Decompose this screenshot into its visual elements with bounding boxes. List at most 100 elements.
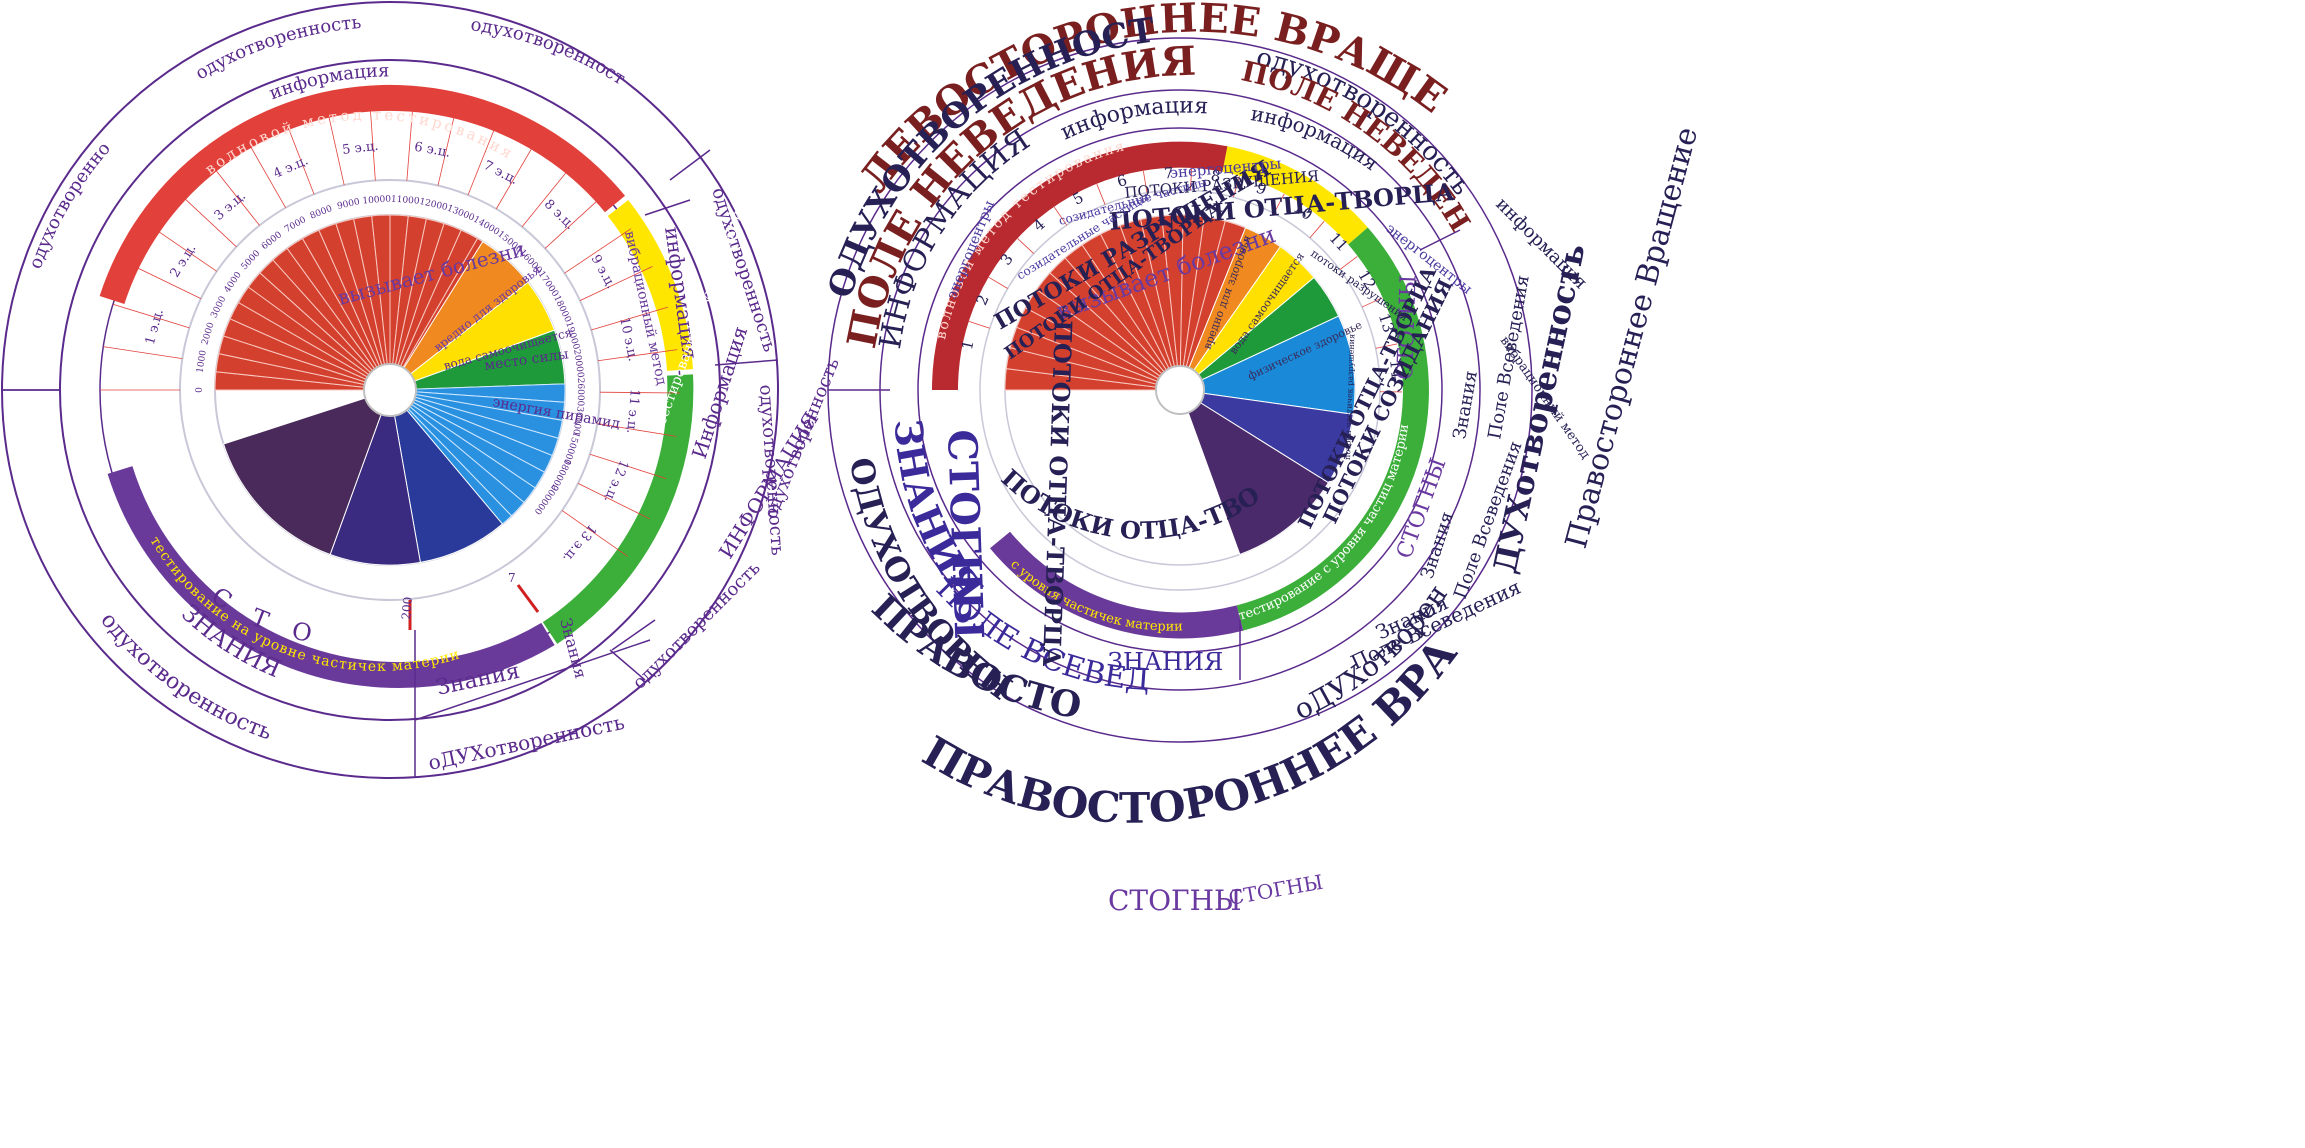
left-ring-tick	[369, 100, 376, 181]
left-energy-center-label: 9 э.ц.	[588, 252, 619, 291]
left-ring-tick	[128, 263, 202, 299]
right-number-label: 2	[972, 292, 992, 308]
right-knowledge-bottom: ЗНАНИЯ	[1108, 648, 1223, 676]
left-energy-center-label: 2 э.ц.	[168, 242, 200, 281]
left-scale-tick: 0	[195, 387, 205, 393]
left-ring-tick	[564, 228, 632, 274]
left-ring-tick	[467, 120, 499, 196]
left-ring-tick	[561, 510, 628, 557]
left-ring-tick	[577, 483, 650, 520]
left-red-marker-2	[516, 584, 540, 613]
left-energy-center-label: 13 э.ц.	[559, 521, 599, 565]
right-rotation-side: Правостороннее Вращение	[1559, 123, 1705, 552]
right-number-label: 8	[1210, 166, 1222, 185]
left-energy-center-label: 1 э.ц.	[143, 307, 167, 346]
left-pie	[214, 214, 566, 566]
left-scale-tick: 1000	[195, 349, 208, 373]
left-energy-center-label: 11 э.ц.	[623, 388, 642, 434]
left-ring-tick	[437, 107, 457, 186]
right-number-tick	[1190, 168, 1193, 191]
left-scale-tick: 7000	[283, 215, 308, 235]
right-number-label: 5	[1070, 188, 1087, 208]
left-energy-center-label: 6 э.ц.	[413, 140, 451, 161]
right-number-tick	[1233, 175, 1240, 198]
left-scale-tick: 20000	[571, 349, 585, 379]
right-ring-circle-2	[917, 127, 1443, 653]
left-purple-band	[107, 466, 555, 688]
left-ring-tick	[521, 164, 573, 228]
left-ring-tick	[150, 225, 217, 272]
right-stogny-big: СТОГНЫ	[938, 429, 992, 640]
right-number-label: 1	[958, 338, 978, 351]
left-slice-dark	[222, 389, 391, 556]
left-yellow-band	[607, 199, 693, 371]
right-number-label: 3	[997, 250, 1017, 268]
right-particle-flows: потоки частичек разрушения	[1343, 334, 1356, 460]
right-number-label: 7	[1163, 164, 1173, 182]
left-ring-tick	[544, 194, 605, 249]
left-scale-marker: 200	[399, 596, 415, 620]
right-green-band	[1236, 227, 1429, 631]
left-ring-tick	[245, 138, 286, 208]
left-ring-tick	[597, 423, 677, 437]
left-spirit-bottom: оДУХотворенность	[426, 710, 627, 775]
left-scale-tick: 13000	[445, 204, 476, 224]
right-number-label: 13	[1375, 311, 1398, 335]
left-scale-tick: 9000	[336, 197, 361, 212]
left-ring-tick	[597, 349, 678, 362]
right-stogny-side: СТОГНЫ	[1393, 274, 1422, 380]
left-ring-tick	[591, 306, 669, 331]
left-energy-center-label: 5 э.ц.	[341, 139, 379, 158]
left-ring-tick	[495, 139, 538, 210]
left-scale-tick: 4000	[223, 270, 244, 295]
right-number-label: 4	[1030, 215, 1049, 235]
left-ring-tick	[209, 162, 260, 226]
right-red-band	[931, 141, 1228, 391]
left-spirit-bottom-right: одухотворенность	[629, 557, 765, 693]
left-ring-tick	[599, 391, 680, 394]
right-number-tick	[1142, 170, 1148, 193]
left-slice-navy	[389, 388, 504, 563]
left-ring-tick	[579, 266, 653, 301]
right-number-tick	[1339, 256, 1358, 270]
left-scale-tick: 2000	[200, 321, 216, 346]
right-pie	[1004, 214, 1356, 556]
right-number-tick	[1053, 206, 1068, 226]
right-number-tick	[1273, 193, 1285, 214]
right-center-hole	[1155, 365, 1205, 415]
right-number-tick	[1017, 238, 1035, 254]
right-number-label: 14	[1386, 359, 1406, 380]
left-ring-tick	[326, 106, 345, 186]
left-scale-tick: 12000	[418, 197, 448, 213]
left-green-band	[542, 374, 694, 644]
right-purple-band	[989, 531, 1244, 639]
right-number-tick	[1309, 220, 1325, 239]
left-scale-tick: 30000	[570, 405, 584, 435]
left-red-band	[99, 84, 626, 305]
left-ring-tick	[284, 119, 315, 195]
left-scale-tick: 26000	[575, 378, 585, 407]
left-ring-tick	[406, 100, 414, 181]
left-scale-tick: 10000	[362, 194, 392, 206]
left-ring-tick	[177, 191, 237, 248]
right-number-tick	[988, 276, 1008, 289]
left-scale-tick: 6000	[260, 230, 284, 252]
left-energy-center-label: 12 э.ц.	[600, 458, 631, 505]
left-energy-center-label: 4 э.ц.	[271, 153, 310, 181]
right-slice-dark	[1179, 388, 1330, 556]
left-energy-center-label: 3 э.ц.	[212, 189, 249, 224]
left-scale-tick: 18000	[551, 294, 572, 324]
left-energy-center-label: 7 э.ц.	[481, 158, 520, 188]
right-number-tick	[1361, 297, 1383, 308]
left-side-boxes	[414, 199, 691, 721]
left-scale-tick: 5000	[240, 248, 263, 272]
left-scale-tick: 11000	[391, 194, 421, 206]
left-dividers	[2, 149, 779, 778]
right-number-label: 6	[1115, 171, 1129, 191]
left-scale-tick: 8000	[309, 204, 334, 222]
right-number-tick	[1375, 343, 1398, 349]
left-ring-tick	[103, 346, 183, 359]
